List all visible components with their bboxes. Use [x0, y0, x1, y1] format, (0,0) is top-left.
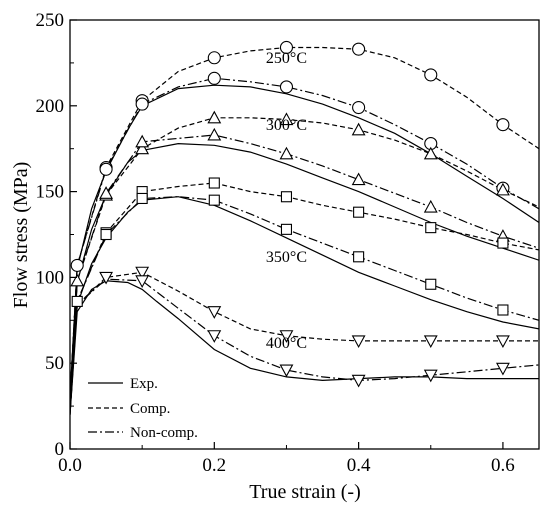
legend-label-comp: Comp. [130, 401, 170, 417]
marker-triangle-2-4 [279, 112, 294, 126]
series-line-400c-dashdot [70, 278, 539, 415]
x-tick-label: 0.6 [491, 455, 515, 476]
axis-ticks [69, 19, 504, 450]
marker-triangle-2-5 [351, 122, 366, 136]
series-line-350c-solid [70, 196, 539, 412]
marker-triangle-3-5 [423, 199, 438, 213]
marker-circle-0-3 [207, 51, 221, 65]
y-tick-label: 50 [45, 353, 64, 374]
marker-down-triangle-6-3 [279, 330, 294, 343]
marker-square-5-5 [425, 278, 437, 290]
marker-triangle-2-2 [135, 141, 150, 155]
marker-circle-0-6 [424, 68, 438, 82]
series-line-300c-solid [70, 142, 539, 407]
marker-square-4-6 [425, 222, 437, 234]
y-tick-label: 250 [36, 10, 65, 31]
marker-triangle-3-3 [279, 146, 294, 160]
marker-square-4-7 [497, 237, 509, 249]
axis-tick-labels: 0.0 0.2 0.4 0.6 0 50 100 150 200 250 [36, 10, 515, 476]
series-line-350c-dashdot [70, 196, 539, 412]
marker-circle-1-3 [279, 80, 294, 94]
marker-square-5-2 [208, 194, 220, 206]
marker-triangle-3-1 [135, 134, 150, 148]
marker-down-triangle-7-1 [207, 330, 222, 343]
marker-triangle-2-0 [70, 273, 85, 287]
marker-down-triangle-7-2 [279, 364, 294, 378]
marker-square-5-1 [136, 192, 148, 205]
annotation-250c: 250°C [266, 50, 307, 67]
marker-circle-1-2 [207, 71, 221, 85]
marker-down-triangle-6-5 [423, 335, 438, 349]
marker-square-5-3 [280, 223, 293, 235]
marker-triangle-2-3 [207, 110, 222, 124]
marker-circle-0-0 [70, 258, 84, 272]
marker-circle-0-5 [352, 42, 366, 56]
marker-circle-1-4 [352, 100, 366, 115]
marker-down-triangle-6-0 [99, 271, 114, 285]
marker-square-5-4 [353, 251, 365, 263]
marker-circle-1-1 [135, 97, 149, 111]
marker-group [70, 40, 510, 388]
marker-down-triangle-7-4 [423, 369, 438, 383]
marker-down-triangle-6-2 [207, 306, 222, 319]
annotation-350c: 350°C [266, 249, 307, 266]
marker-circle-1-0 [99, 162, 113, 176]
y-tick-label: 100 [36, 267, 65, 288]
marker-down-triangle-7-3 [351, 374, 366, 388]
annotation-400c: 400°C [266, 335, 307, 352]
marker-triangle-2-6 [423, 146, 438, 160]
x-axis-label: True strain (-) [249, 481, 360, 503]
marker-square-5-6 [497, 304, 509, 316]
marker-square-4-4 [280, 191, 293, 203]
marker-triangle-3-4 [351, 172, 366, 186]
x-tick-label: 0.4 [347, 455, 371, 476]
y-axis-label: Flow stress (MPa) [10, 162, 32, 309]
marker-down-triangle-6-1 [135, 266, 150, 280]
marker-down-triangle-7-0 [135, 275, 150, 288]
marker-triangle-2-7 [495, 182, 510, 196]
marker-square-4-0 [71, 295, 83, 307]
y-tick-label: 200 [36, 96, 65, 117]
marker-down-triangle-6-4 [351, 335, 366, 349]
y-tick-label: 0 [55, 439, 65, 460]
x-tick-label: 0.0 [58, 455, 82, 476]
marker-down-triangle-6-6 [495, 335, 510, 349]
marker-circle-0-7 [496, 118, 510, 132]
y-tick-label: 150 [36, 182, 65, 203]
marker-square-4-3 [208, 177, 220, 189]
series-line-400c-solid [70, 280, 539, 415]
marker-down-triangle-7-5 [495, 362, 510, 376]
marker-square-4-5 [353, 206, 365, 218]
annotation-300c: 300°C [266, 117, 307, 134]
legend-label-noncomp: Non-comp. [130, 425, 198, 441]
marker-circle-0-4 [279, 40, 294, 55]
x-tick-label: 0.2 [202, 455, 226, 476]
marker-square-5-0 [100, 228, 112, 241]
marker-triangle-3-0 [99, 186, 114, 199]
series-line-250c-dashdot [70, 77, 539, 398]
legend: Exp. Comp. Non-comp. [88, 376, 198, 441]
temperature-annotations: 250°C 300°C 350°C 400°C [266, 50, 307, 352]
legend-label-exp: Exp. [130, 376, 158, 392]
marker-triangle-3-2 [207, 127, 222, 141]
